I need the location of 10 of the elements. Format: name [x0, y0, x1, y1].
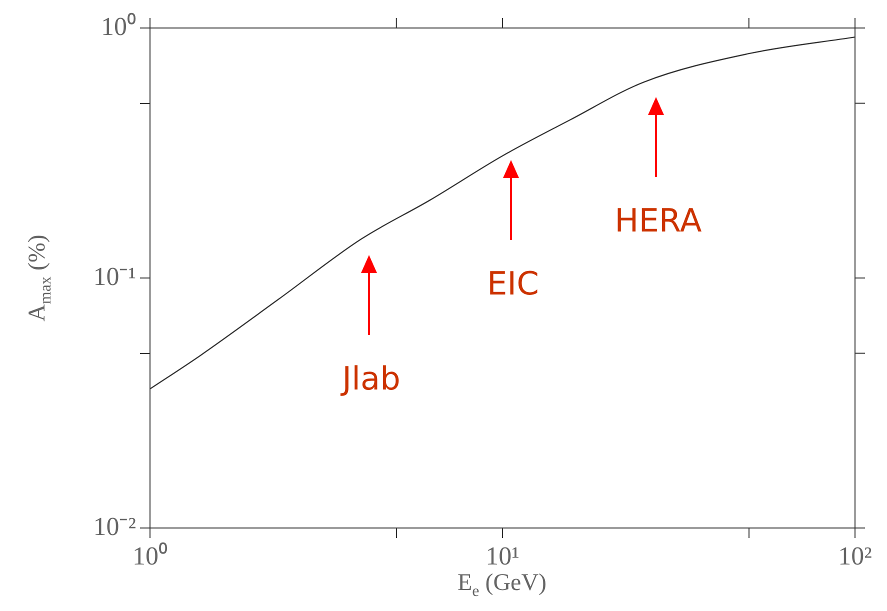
x-tick-label: 10²	[838, 541, 872, 570]
y-tick-label: 10⁻¹	[93, 262, 136, 291]
annotation: Jlab	[340, 359, 400, 398]
x-tick-label: 10⁰	[132, 541, 168, 570]
y-tick-label: 10⁻²	[93, 512, 136, 541]
annotation: EIC	[486, 264, 539, 302]
y-tick-label: 10⁰	[101, 12, 136, 41]
x-tick-label: 10¹	[486, 541, 520, 570]
annotation: HERA	[614, 201, 702, 240]
x-axis-title: E$_{e}$ (GeV)	[457, 570, 547, 601]
